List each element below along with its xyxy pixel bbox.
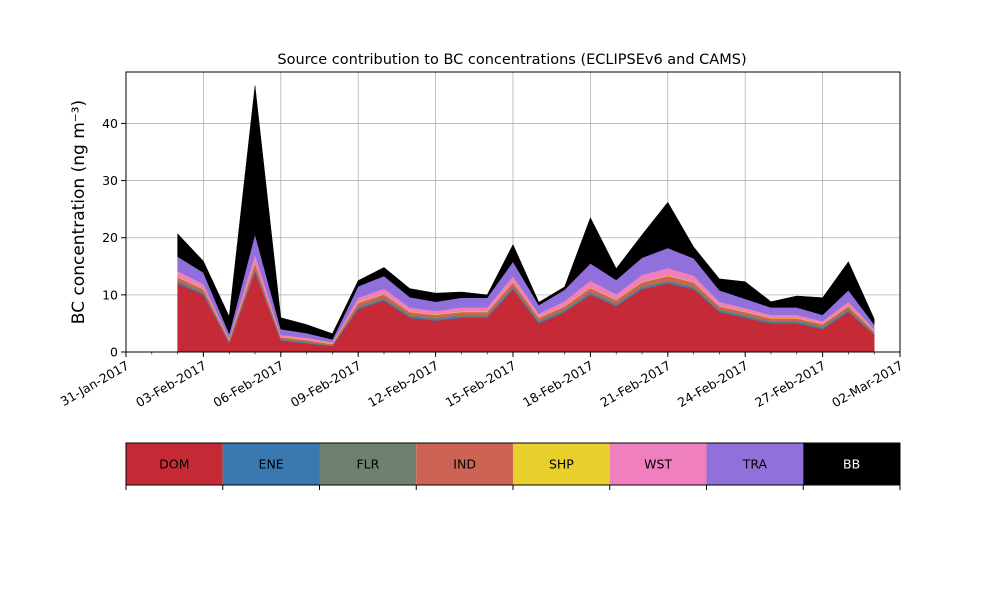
x-tick-label: 06-Feb-2017 bbox=[210, 358, 286, 410]
legend-swatch-flr bbox=[319, 443, 417, 485]
legend-swatch-tra bbox=[706, 443, 804, 485]
legend-swatch-dom bbox=[126, 443, 223, 485]
legend-label: SHP bbox=[549, 457, 574, 472]
x-tick-label: 21-Feb-2017 bbox=[597, 358, 673, 410]
legend-swatch-ind bbox=[416, 443, 513, 485]
y-tick-label: 0 bbox=[110, 345, 118, 360]
x-tick-label: 27-Feb-2017 bbox=[752, 358, 828, 410]
x-tick-label: 12-Feb-2017 bbox=[365, 358, 441, 410]
legend-label: IND bbox=[453, 457, 476, 472]
legend-label: BB bbox=[843, 457, 860, 472]
legend-label: FLR bbox=[356, 457, 379, 472]
legend-swatch-wst bbox=[609, 443, 707, 485]
chart-title: Source contribution to BC concentrations… bbox=[277, 52, 746, 68]
legend-label: DOM bbox=[159, 457, 189, 472]
legend-swatch-shp bbox=[513, 443, 610, 485]
x-tick-label: 15-Feb-2017 bbox=[443, 358, 519, 410]
stacked-areas bbox=[177, 85, 875, 353]
x-tick-label: 03-Feb-2017 bbox=[133, 358, 209, 410]
legend-label: ENE bbox=[259, 457, 284, 472]
x-tick-label: 31-Jan-2017 bbox=[58, 358, 132, 409]
x-tick-label: 18-Feb-2017 bbox=[520, 358, 596, 410]
x-tick-label: 24-Feb-2017 bbox=[675, 358, 751, 410]
color-bar-legend: DOM ENE FLR IND SHP WST TRA BB bbox=[125, 442, 901, 490]
x-tick-label: 02-Mar-2017 bbox=[829, 358, 905, 411]
y-tick-label: 30 bbox=[102, 173, 118, 188]
y-tick-label: 40 bbox=[102, 116, 118, 131]
legend-swatch-ene bbox=[222, 443, 320, 485]
area-bb bbox=[177, 85, 875, 340]
x-tick-label: 09-Feb-2017 bbox=[288, 358, 364, 410]
legend-label: TRA bbox=[742, 457, 768, 472]
legend-label: WST bbox=[644, 457, 672, 472]
y-tick-label: 20 bbox=[102, 230, 118, 245]
y-axis-label: BC concentration (ng m⁻³) bbox=[69, 100, 89, 324]
y-tick-label: 10 bbox=[102, 287, 118, 302]
legend-swatch-bb bbox=[803, 443, 900, 485]
